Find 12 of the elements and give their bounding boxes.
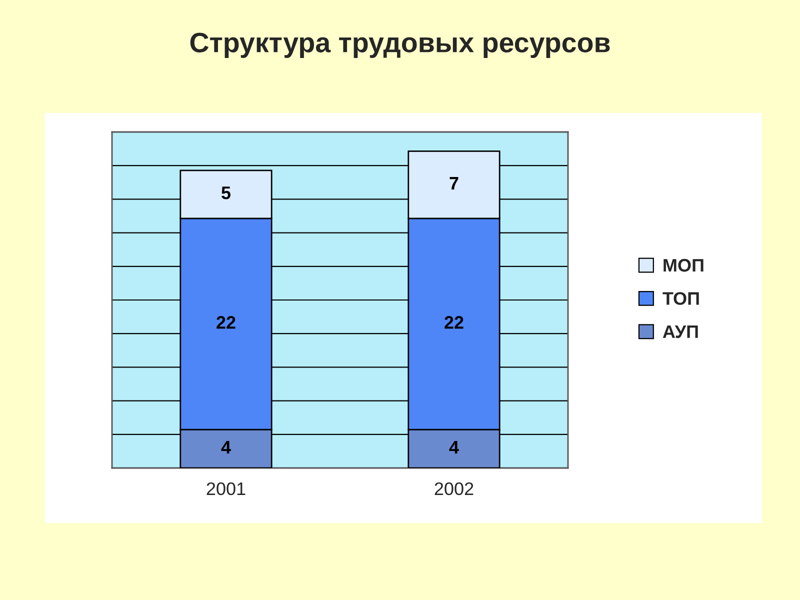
legend-label: ТОП bbox=[662, 292, 699, 305]
data-label: 4 bbox=[221, 441, 231, 454]
data-label: 22 bbox=[444, 316, 464, 329]
data-label: 7 bbox=[450, 177, 458, 190]
data-label: 4 bbox=[449, 441, 459, 454]
x-tick-label: 2002 bbox=[434, 482, 474, 496]
data-label: 22 bbox=[216, 316, 236, 329]
legend-label: МОП bbox=[664, 258, 704, 272]
chart-title: Структура трудовых ресурсов bbox=[190, 32, 610, 58]
x-tick-label: 2001 bbox=[206, 482, 246, 496]
data-label: 5 bbox=[222, 186, 231, 200]
legend-label: АУП bbox=[662, 325, 698, 338]
